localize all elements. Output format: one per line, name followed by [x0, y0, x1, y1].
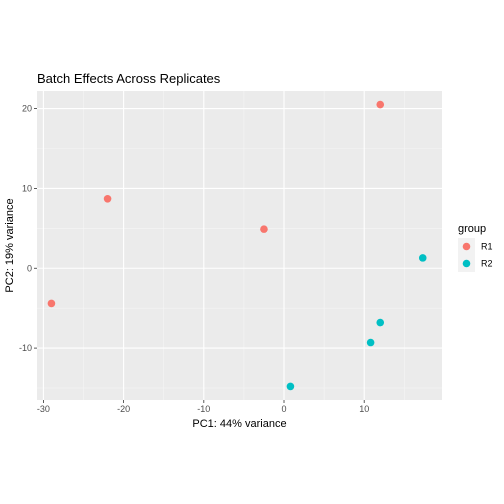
x-axis-title: PC1: 44% variance: [192, 418, 286, 430]
data-point-r1: [47, 299, 56, 308]
legend-label-r2: R2: [481, 259, 493, 269]
data-point-r2: [376, 318, 385, 327]
legend-key-r2: [462, 259, 471, 268]
legend-label-r1: R1: [481, 242, 493, 252]
chart-title: Batch Effects Across Replicates: [37, 71, 221, 86]
major-gridlines: [37, 91, 442, 400]
x-axis-ticks: -30 -20 -10 0 10: [37, 400, 369, 414]
data-points: [47, 100, 427, 391]
y-tick-label: 0: [27, 263, 32, 273]
data-point-r1: [260, 225, 268, 233]
legend-items: R1 R2: [458, 238, 493, 272]
data-point-r2: [366, 338, 375, 347]
data-point-r1: [103, 194, 112, 203]
y-tick-label: 20: [22, 104, 32, 114]
x-tick-label: 10: [359, 404, 369, 414]
data-point-r2: [418, 254, 427, 262]
x-tick-label: -20: [117, 404, 130, 414]
plot-panel: [37, 91, 442, 400]
y-axis-title: PC2: 19% variance: [4, 198, 16, 292]
legend: group R1 R2: [458, 223, 493, 272]
data-point-r2: [286, 382, 295, 391]
legend-title: group: [458, 223, 486, 235]
y-tick-label: -10: [19, 343, 32, 353]
y-tick-label: 10: [22, 183, 32, 193]
x-tick-label: -30: [37, 404, 50, 414]
y-axis-ticks: -10 0 10 20: [19, 104, 37, 353]
minor-gridlines: [37, 91, 442, 400]
data-point-r1: [376, 100, 385, 109]
legend-key-r1: [462, 242, 471, 251]
x-tick-label: -10: [197, 404, 210, 414]
x-tick-label: 0: [282, 404, 287, 414]
